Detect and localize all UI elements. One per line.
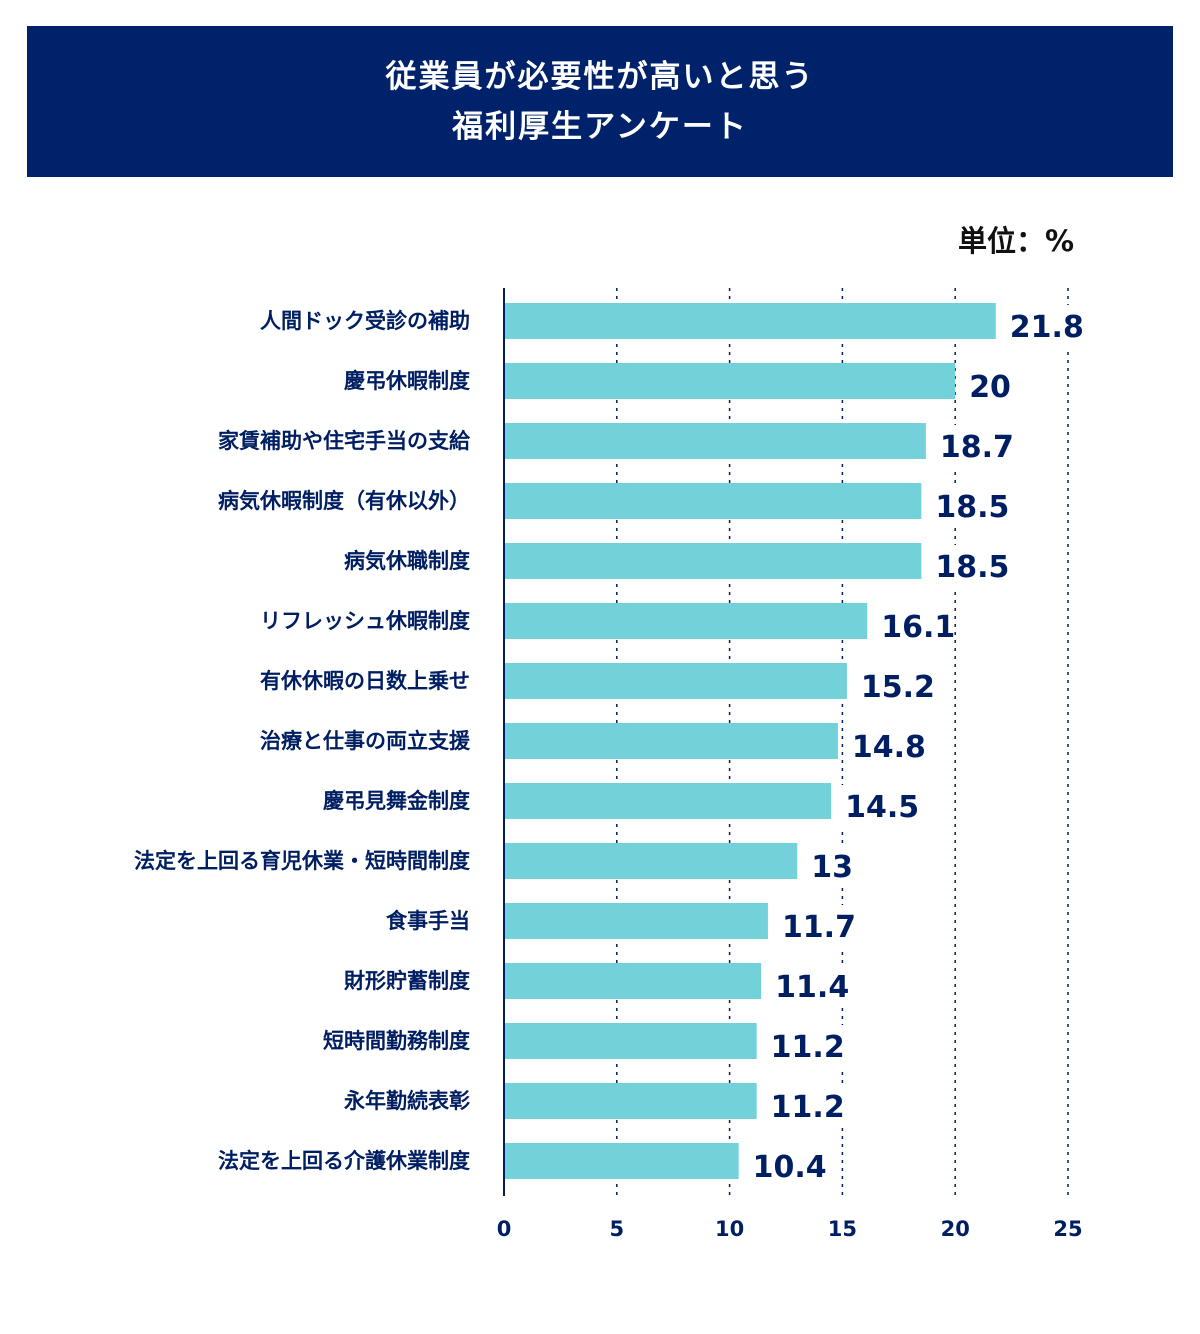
value-label-backing [855,665,934,707]
title-line-2: 福利厚生アンケート [452,108,748,145]
value-label-backing [806,845,851,887]
bar [504,663,847,699]
category-label: 食事手当 [386,909,470,933]
bar [504,963,762,999]
value-label-backing [964,365,1009,407]
category-label: 人間ドック受診の補助 [260,309,470,333]
category-label: 有休休暇の日数上乗せ [260,669,470,693]
category-label: 永年勤続表彰 [343,1089,470,1113]
category-label: 慶弔休暇制度 [344,369,470,393]
x-tick-label: 25 [1053,1217,1082,1241]
category-label: 慶弔見舞金制度 [323,789,470,813]
x-tick-label: 20 [941,1217,970,1241]
bar [504,303,996,339]
bar [504,843,798,879]
value-label-backing [846,725,925,767]
bar [504,1023,757,1059]
value-label-backing [840,785,919,827]
value-label: 11.2 [771,1030,845,1065]
value-label: 18.5 [935,550,1009,585]
value-label-backing [930,545,1009,587]
bar [504,903,768,939]
value-label: 10.4 [753,1150,827,1185]
value-label-backing [776,905,855,947]
bar [504,603,868,639]
x-tick-label: 5 [609,1217,624,1241]
value-label-backing [765,1025,844,1067]
category-label: 財形貯蓄制度 [344,969,470,993]
bar [504,1143,739,1179]
value-label-backing [770,965,849,1007]
value-label: 16.1 [881,610,955,645]
bar [504,1083,757,1119]
category-label: 法定を上回る育児休業・短時間制度 [134,849,470,873]
category-label: 治療と仕事の両立支援 [260,729,471,753]
value-label: 14.8 [852,730,926,765]
x-tick-label: 15 [828,1217,857,1241]
x-tick-label: 10 [715,1217,744,1241]
value-label: 21.8 [1010,310,1084,345]
bar [504,543,922,579]
value-label-backing [876,605,955,647]
value-label: 13 [811,850,853,885]
x-tick-label: 0 [497,1217,512,1241]
category-label: 病気休暇制度（有休以外） [218,489,470,513]
value-label: 15.2 [861,670,935,705]
category-label: リフレッシュ休暇制度 [260,609,470,633]
bar [504,723,838,759]
value-label: 11.4 [775,970,849,1005]
bar [504,783,832,819]
category-label: 病気休職制度 [344,549,470,573]
value-label: 18.7 [940,430,1014,465]
category-label: 短時間勤務制度 [323,1029,470,1053]
value-label-backing [1004,305,1083,347]
value-label-backing [934,425,1013,467]
category-label: 法定を上回る介護休業制度 [218,1149,470,1173]
value-label: 18.5 [935,490,1009,525]
value-label: 14.5 [845,790,919,825]
value-label: 11.7 [782,910,856,945]
value-label: 20 [969,370,1011,405]
bar [504,423,926,459]
unit-label: 単位：% [958,224,1075,258]
bar [504,483,922,519]
value-label-backing [765,1085,844,1127]
value-label: 11.2 [771,1090,845,1125]
title-banner: 従業員が必要性が高いと思う 福利厚生アンケート [27,26,1173,177]
value-label-backing [930,485,1009,527]
bar [504,363,956,399]
value-label-backing [747,1145,826,1187]
title-line-1: 従業員が必要性が高いと思う [385,58,815,95]
category-label: 家賃補助や住宅手当の支給 [218,429,471,453]
